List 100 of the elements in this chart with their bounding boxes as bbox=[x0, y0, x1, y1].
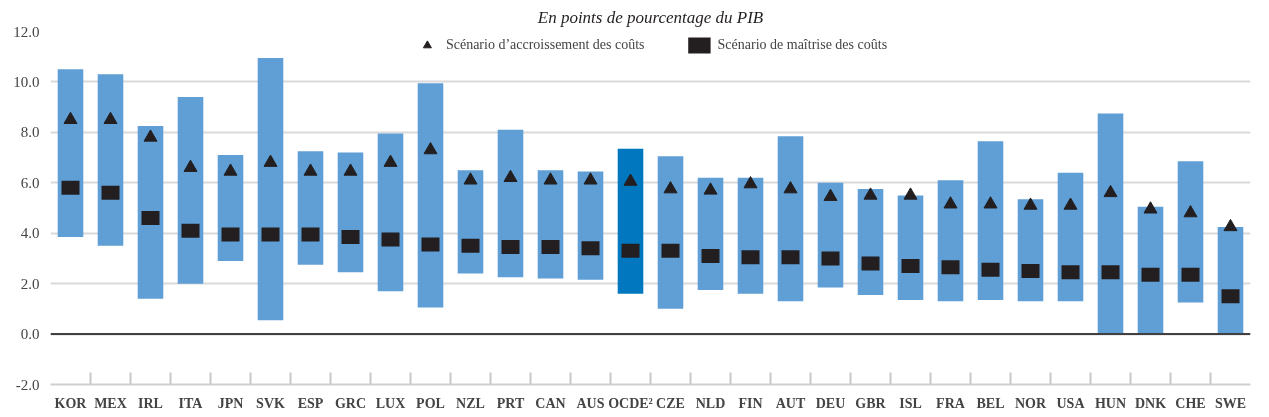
point bbox=[781, 250, 800, 265]
x-tick-label: SWE bbox=[1214, 395, 1247, 411]
point bbox=[1141, 267, 1160, 282]
point bbox=[1061, 265, 1080, 280]
point bbox=[783, 181, 798, 194]
legend-label: Scénario de maîtrise des coûts bbox=[717, 37, 888, 53]
y-tick-label: 2.0 bbox=[20, 275, 40, 292]
y-tick-label: 10.0 bbox=[13, 73, 40, 90]
x-tick-label: ITA bbox=[178, 395, 204, 411]
x-tick-label: CHE bbox=[1175, 395, 1206, 411]
point bbox=[421, 237, 440, 252]
y-tick-label: 0.0 bbox=[20, 326, 40, 343]
x-tick-label: SVK bbox=[256, 395, 285, 411]
bar bbox=[1097, 113, 1124, 335]
point bbox=[261, 227, 280, 242]
point bbox=[221, 227, 240, 242]
y-tick-label: 8.0 bbox=[20, 124, 40, 141]
x-tick-label: NLD bbox=[695, 395, 726, 411]
point bbox=[263, 154, 278, 167]
x-tick-label: ESP bbox=[297, 395, 324, 411]
point bbox=[621, 243, 640, 258]
point bbox=[223, 163, 238, 176]
x-tick-label: FIN bbox=[738, 395, 763, 411]
point bbox=[301, 227, 320, 242]
x-tick-label: LUX bbox=[375, 395, 406, 411]
point bbox=[861, 256, 880, 271]
bar bbox=[137, 126, 164, 299]
point bbox=[1221, 289, 1240, 304]
point bbox=[141, 211, 160, 226]
point bbox=[741, 250, 760, 265]
point bbox=[1103, 184, 1118, 198]
x-tick-label: DNK bbox=[1134, 395, 1167, 411]
x-tick-label: USA bbox=[1056, 395, 1086, 411]
point bbox=[463, 172, 478, 185]
x-tick-label: FRA bbox=[936, 395, 966, 411]
point bbox=[583, 172, 598, 185]
x-tick-label: PRT bbox=[496, 395, 525, 411]
y-tick-label: 12.0 bbox=[13, 23, 40, 40]
x-tick-label: NZL bbox=[456, 395, 485, 411]
point bbox=[461, 238, 480, 253]
point bbox=[543, 172, 558, 185]
x-tick-label: GBR bbox=[855, 395, 887, 411]
x-tick-label: CAN bbox=[535, 395, 566, 411]
point bbox=[983, 196, 998, 209]
point bbox=[1023, 197, 1038, 210]
bar bbox=[497, 129, 524, 278]
point bbox=[423, 142, 438, 155]
point bbox=[863, 187, 878, 200]
point bbox=[703, 182, 718, 195]
point bbox=[941, 260, 960, 275]
point bbox=[183, 159, 198, 172]
point bbox=[341, 230, 360, 244]
point bbox=[383, 154, 398, 167]
point bbox=[103, 111, 118, 124]
x-tick-label: OCDE² bbox=[608, 395, 653, 411]
point bbox=[181, 223, 200, 238]
bar bbox=[777, 136, 804, 302]
chart-title: En points de pourcentage du PIB bbox=[536, 7, 764, 27]
point bbox=[823, 188, 838, 201]
point bbox=[1021, 264, 1040, 279]
point bbox=[821, 251, 840, 266]
x-tick-label: CZE bbox=[656, 395, 685, 411]
point bbox=[1143, 201, 1158, 214]
point bbox=[1183, 205, 1198, 218]
x-tick-label: MEX bbox=[94, 395, 127, 411]
point bbox=[981, 262, 1000, 277]
point bbox=[623, 173, 638, 186]
x-tick-label: JPN bbox=[217, 395, 244, 411]
point bbox=[381, 232, 400, 247]
x-tick-label: AUT bbox=[775, 395, 806, 411]
x-tick-label: POL bbox=[416, 395, 445, 411]
bar bbox=[377, 133, 404, 292]
x-tick-label: NOR bbox=[1014, 395, 1047, 411]
bar bbox=[177, 97, 204, 284]
point bbox=[743, 176, 758, 189]
y-tick-label: 4.0 bbox=[20, 225, 40, 242]
point bbox=[63, 111, 78, 124]
point bbox=[303, 163, 318, 176]
x-tick-label: DEU bbox=[815, 395, 846, 411]
point bbox=[343, 163, 358, 176]
x-tick-label: ISL bbox=[899, 395, 922, 411]
point bbox=[101, 185, 120, 200]
bar bbox=[977, 141, 1004, 301]
legend-label: Scénario d’accroissement des coûts bbox=[445, 37, 645, 53]
point bbox=[1181, 267, 1200, 282]
bar bbox=[57, 69, 84, 237]
bar bbox=[257, 57, 284, 321]
y-tick-label: -2.0 bbox=[15, 376, 40, 393]
point bbox=[661, 243, 680, 258]
bar bbox=[417, 83, 444, 308]
bar bbox=[97, 74, 124, 246]
y-tick-label: 6.0 bbox=[20, 174, 40, 191]
point bbox=[61, 180, 80, 195]
x-tick-label: HUN bbox=[1094, 395, 1127, 411]
point bbox=[903, 187, 918, 200]
point bbox=[541, 240, 560, 255]
point bbox=[663, 181, 678, 194]
point bbox=[581, 241, 600, 256]
point bbox=[1223, 218, 1238, 232]
x-tick-label: IRL bbox=[138, 395, 163, 411]
